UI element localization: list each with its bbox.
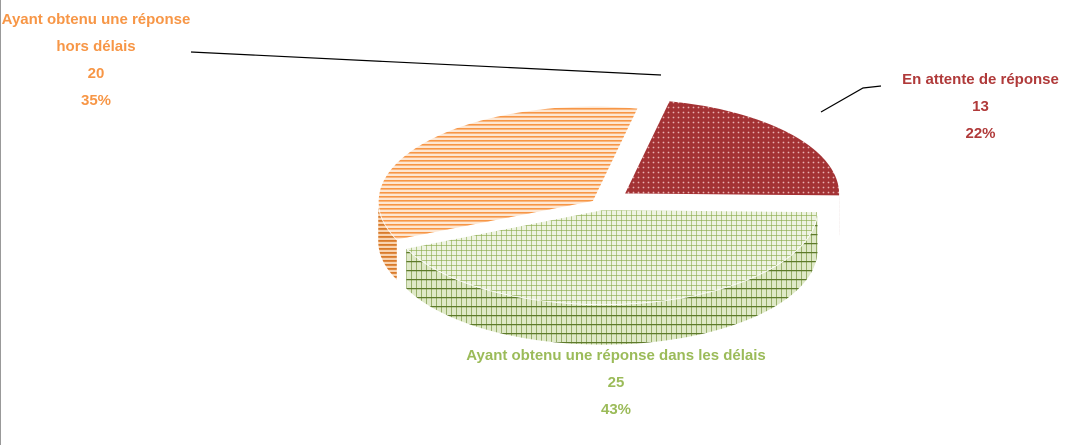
slice-label: Ayant obtenu une réponse dans les délais… xyxy=(426,342,806,423)
percent: 43% xyxy=(600,401,632,418)
count: 13 xyxy=(972,98,989,115)
slice xyxy=(405,209,818,306)
count: 25 xyxy=(607,374,625,391)
count: 20 xyxy=(87,65,105,82)
leader-line xyxy=(820,85,882,113)
slice xyxy=(623,100,840,197)
category: En attente de réponse xyxy=(902,71,1059,88)
slices xyxy=(377,100,840,345)
leader-line xyxy=(190,51,662,76)
slice-label: Ayant obtenu une réponse hors délais 20 … xyxy=(1,6,191,114)
slice-side xyxy=(406,211,818,345)
percent: 35% xyxy=(80,92,112,109)
category: Ayant obtenu une réponse dans les délais xyxy=(466,347,766,364)
category: Ayant obtenu une réponse hors délais xyxy=(1,11,191,55)
slice xyxy=(377,105,639,241)
slice-label: En attente de réponse 13 22% xyxy=(873,66,1082,147)
percent: 22% xyxy=(965,125,996,142)
